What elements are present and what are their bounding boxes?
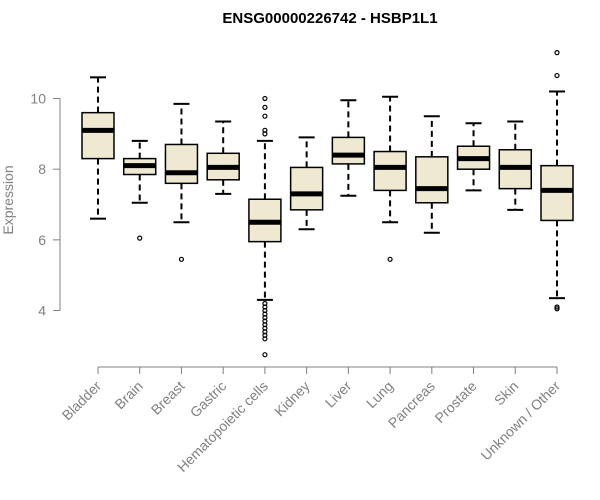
box-12 — [540, 49, 574, 312]
box-body — [415, 156, 449, 204]
outlier-point — [178, 256, 185, 262]
chart-title: ENSG00000226742 - HSBP1L1 — [222, 10, 437, 27]
box-7 — [331, 99, 366, 197]
outlier-point — [262, 352, 268, 358]
outlier-point — [262, 104, 268, 110]
box-body — [540, 164, 574, 222]
x-tick-label: Breast — [148, 378, 188, 418]
box-10 — [456, 122, 491, 192]
outlier-point — [137, 235, 143, 241]
box-3 — [164, 102, 199, 262]
y-tick-label: 6 — [38, 232, 46, 248]
x-tick-label: Skin — [491, 378, 522, 409]
x-tick-label: Unknown / Other — [478, 378, 564, 464]
outlier-point — [262, 95, 268, 102]
outlier-point — [262, 113, 268, 119]
outlier-point — [554, 304, 560, 310]
y-tick-label: 10 — [30, 91, 46, 107]
box-body — [81, 111, 115, 160]
box-5 — [248, 95, 282, 358]
box-series — [81, 49, 574, 358]
outlier-point — [554, 49, 560, 56]
x-tick-label: Bladder — [59, 378, 105, 424]
x-tick-label: Brain — [111, 378, 145, 412]
y-axis-label: Expression — [0, 165, 16, 234]
y-axis: 4 6 8 10 — [30, 91, 61, 319]
box-8 — [373, 95, 407, 262]
box-11 — [498, 120, 533, 211]
outlier-point — [387, 256, 393, 262]
box-body — [289, 166, 324, 211]
x-tick-label: Lung — [363, 378, 396, 411]
outlier-point — [554, 306, 560, 312]
x-tick-label: Kidney — [271, 378, 313, 420]
y-tick-label: 8 — [38, 161, 46, 177]
x-tick-label: Prostate — [431, 378, 479, 426]
box-body — [164, 143, 199, 185]
box-4 — [206, 120, 240, 195]
box-body — [331, 136, 366, 165]
outlier-point — [554, 72, 560, 79]
outlier-point — [262, 300, 268, 307]
x-tick-label: Liver — [322, 378, 355, 411]
box-6 — [289, 136, 324, 231]
box-2 — [122, 139, 157, 241]
box-9 — [415, 115, 449, 234]
box-body — [373, 150, 407, 192]
y-tick-label: 4 — [38, 303, 46, 319]
outlier-point — [262, 127, 268, 133]
box-1 — [81, 76, 115, 220]
